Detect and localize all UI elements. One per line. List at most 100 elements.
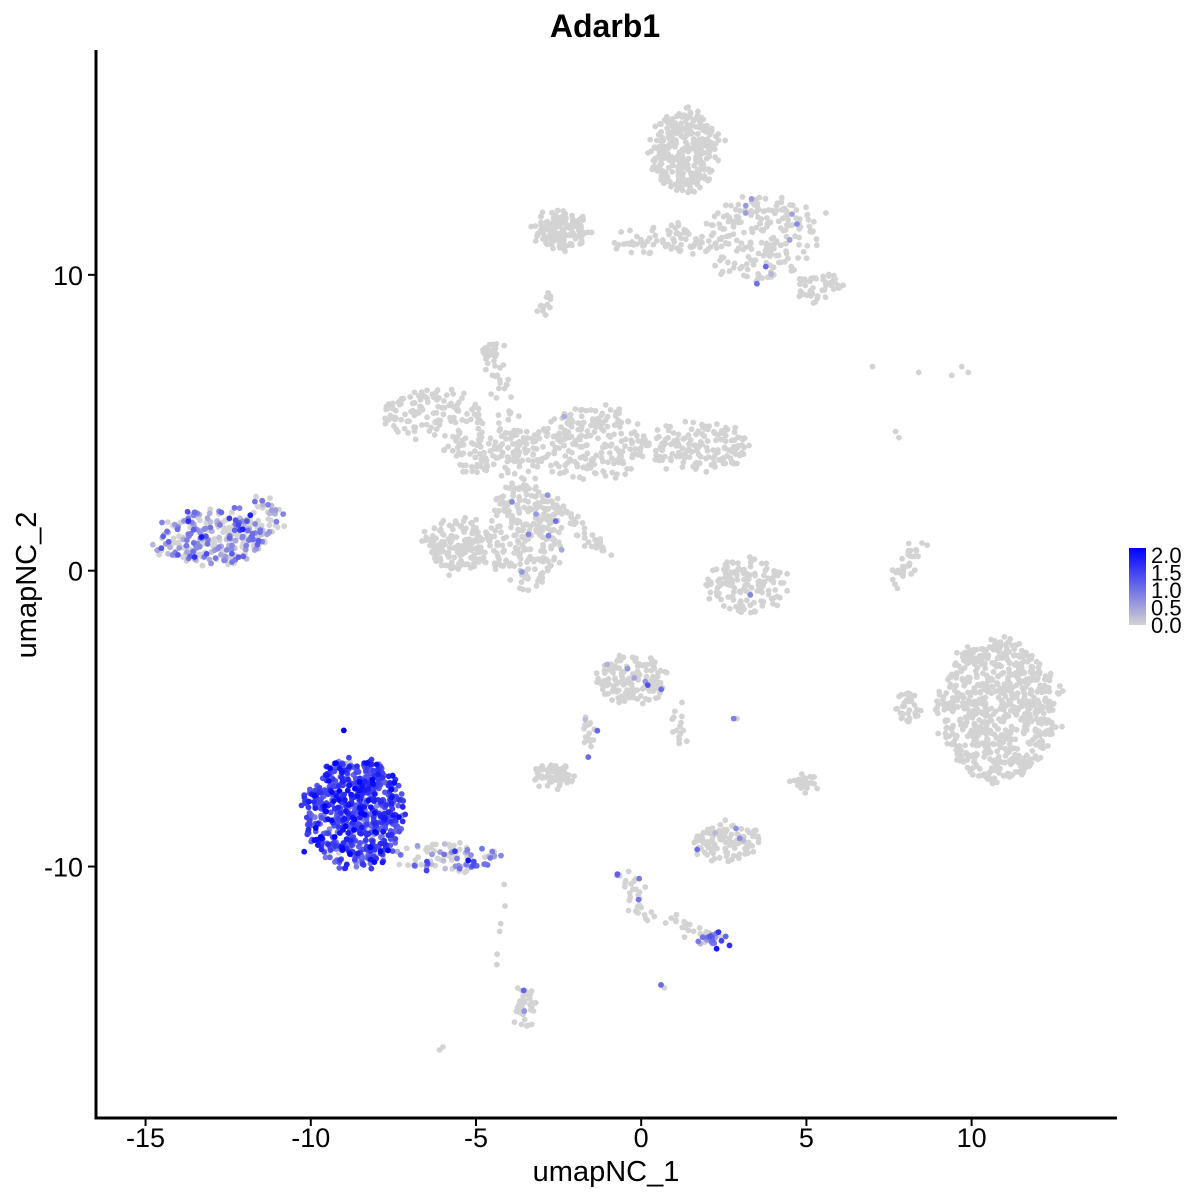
- cell-point: [375, 771, 382, 778]
- cell-point: [807, 773, 814, 780]
- cell-point: [955, 704, 961, 710]
- cell-point: [963, 715, 970, 721]
- cell-point: [530, 462, 536, 469]
- cell-point: [614, 871, 621, 877]
- cell-point: [718, 236, 724, 243]
- cell-point: [385, 809, 392, 815]
- cell-point: [199, 562, 206, 569]
- cell-point: [677, 723, 683, 730]
- cell-point: [507, 577, 514, 583]
- cell-point: [508, 516, 515, 523]
- cell-point: [165, 538, 172, 545]
- cell-point: [440, 411, 447, 418]
- cell-point: [660, 439, 667, 446]
- cell-point: [1045, 743, 1051, 749]
- cell-point: [657, 161, 664, 167]
- cell-point: [802, 282, 809, 289]
- cell-point: [755, 833, 761, 840]
- cell-point: [747, 559, 754, 566]
- cell-point: [503, 436, 509, 442]
- cell-point: [681, 918, 687, 925]
- cell-point: [1020, 769, 1027, 776]
- cell-point: [385, 847, 391, 854]
- cell-point: [445, 443, 452, 450]
- cell-point: [719, 268, 726, 275]
- cell-point: [722, 933, 729, 940]
- cell-point: [686, 454, 693, 460]
- cell-point: [494, 539, 501, 546]
- cell-point: [1046, 677, 1053, 684]
- cell-point: [196, 543, 203, 550]
- cell-point: [530, 445, 537, 451]
- cell-point: [599, 458, 606, 465]
- cell-point: [762, 567, 769, 574]
- cell-point: [220, 529, 227, 536]
- cell-point: [704, 826, 711, 833]
- cell-point: [696, 136, 703, 143]
- cell-point: [810, 218, 817, 225]
- cell-point: [555, 774, 562, 781]
- cell-point: [545, 532, 552, 539]
- cell-point: [971, 698, 978, 705]
- cell-point: [388, 800, 395, 807]
- cell-point: [364, 760, 370, 766]
- cell-point: [763, 243, 770, 249]
- cell-point: [681, 455, 688, 461]
- x-axis-title: umapNC_1: [533, 1156, 680, 1188]
- cell-point: [456, 560, 462, 567]
- cell-point: [325, 841, 332, 848]
- cell-point: [489, 848, 496, 855]
- cell-point: [634, 241, 640, 248]
- cell-point: [762, 263, 769, 270]
- cell-point: [970, 739, 977, 746]
- cell-point: [519, 569, 525, 575]
- cell-point: [753, 208, 760, 215]
- cell-point: [956, 663, 962, 669]
- cell-point: [1020, 755, 1027, 762]
- cell-point: [534, 463, 541, 470]
- cell-point: [968, 729, 974, 736]
- cell-point: [620, 460, 627, 467]
- cell-point: [973, 646, 980, 653]
- cell-point: [414, 842, 421, 849]
- cell-point: [657, 667, 664, 674]
- cell-point: [724, 851, 730, 858]
- cell-point: [994, 680, 1000, 687]
- cell-point: [705, 576, 711, 583]
- cell-point: [692, 123, 699, 130]
- cell-point: [505, 512, 511, 519]
- cell-point: [995, 654, 1002, 660]
- cell-point: [549, 440, 556, 447]
- cell-point: [488, 525, 495, 531]
- cell-point: [949, 708, 956, 715]
- cell-point: [911, 567, 918, 574]
- cell-point: [899, 703, 906, 710]
- cell-point: [628, 249, 635, 256]
- cell-point: [305, 804, 312, 811]
- cell-point: [552, 433, 559, 439]
- cell-point: [1029, 748, 1036, 754]
- cell-point: [252, 521, 258, 527]
- cell-point: [455, 408, 462, 414]
- cell-point: [212, 555, 219, 561]
- cell-point: [678, 241, 684, 248]
- cell-point: [396, 861, 403, 868]
- cell-point: [743, 597, 750, 604]
- cell-point: [558, 510, 565, 517]
- cell-point: [794, 221, 800, 227]
- cell-point: [520, 993, 526, 1000]
- cell-point: [500, 563, 507, 569]
- cell-point: [517, 585, 523, 592]
- cell-point: [464, 847, 471, 853]
- cell-point: [544, 241, 550, 248]
- cell-point: [1014, 746, 1021, 752]
- cell-point: [690, 928, 697, 935]
- cell-point: [739, 194, 746, 200]
- cell-point: [325, 778, 332, 784]
- cell-point: [481, 466, 488, 473]
- cell-point: [596, 679, 602, 686]
- cell-point: [944, 740, 951, 747]
- cell-point: [552, 216, 558, 223]
- cell-point: [490, 461, 497, 468]
- cell-point: [723, 233, 730, 240]
